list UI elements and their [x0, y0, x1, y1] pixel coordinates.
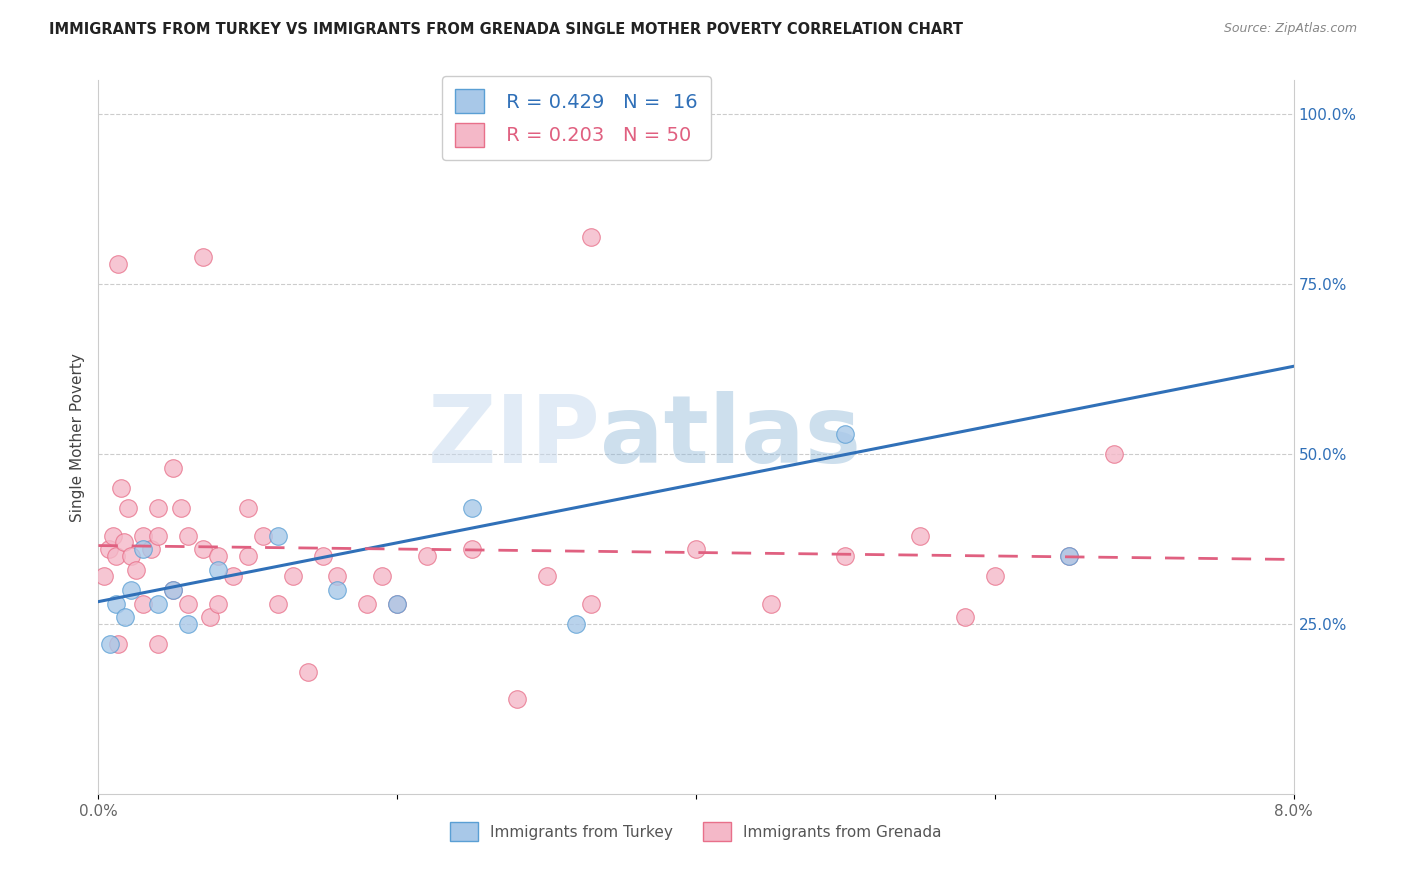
Point — [640, 128, 662, 142]
Point — [132, 528, 155, 542]
Point — [177, 617, 200, 632]
Point — [222, 569, 245, 583]
Point — [139, 542, 162, 557]
Point — [177, 528, 200, 542]
Point — [103, 528, 125, 542]
Point — [105, 597, 128, 611]
Point — [132, 542, 155, 557]
Point — [1059, 549, 1081, 563]
Point — [207, 549, 229, 563]
Point — [267, 528, 290, 542]
Point — [148, 637, 170, 651]
Point — [1059, 549, 1081, 563]
Point — [132, 597, 155, 611]
Legend: Immigrants from Turkey, Immigrants from Grenada: Immigrants from Turkey, Immigrants from … — [444, 816, 948, 847]
Point — [162, 582, 184, 597]
Point — [162, 582, 184, 597]
Point — [1104, 447, 1126, 461]
Point — [834, 426, 856, 441]
Point — [177, 597, 200, 611]
Point — [93, 569, 115, 583]
Point — [371, 569, 394, 583]
Point — [581, 229, 603, 244]
Point — [125, 563, 148, 577]
Point — [97, 542, 120, 557]
Point — [461, 501, 484, 516]
Point — [297, 665, 319, 679]
Point — [110, 481, 132, 495]
Point — [117, 501, 139, 516]
Point — [107, 257, 129, 271]
Point — [385, 597, 409, 611]
Point — [908, 528, 931, 542]
Point — [416, 549, 439, 563]
Point — [236, 549, 259, 563]
Point — [236, 501, 259, 516]
Point — [326, 582, 349, 597]
Point — [120, 582, 142, 597]
Point — [953, 610, 976, 624]
Point — [252, 528, 274, 542]
Point — [200, 610, 222, 624]
Point — [114, 610, 136, 624]
Text: atlas: atlas — [600, 391, 862, 483]
Point — [148, 597, 170, 611]
Point — [461, 542, 484, 557]
Point — [267, 597, 290, 611]
Point — [207, 563, 229, 577]
Point — [326, 569, 349, 583]
Point — [120, 549, 142, 563]
Point — [385, 597, 409, 611]
Text: ZIP: ZIP — [427, 391, 600, 483]
Point — [207, 597, 229, 611]
Point — [356, 597, 378, 611]
Point — [107, 637, 129, 651]
Point — [148, 528, 170, 542]
Point — [148, 501, 170, 516]
Y-axis label: Single Mother Poverty: Single Mother Poverty — [69, 352, 84, 522]
Point — [685, 542, 707, 557]
Point — [506, 691, 529, 706]
Point — [834, 549, 856, 563]
Point — [112, 535, 135, 549]
Point — [191, 250, 214, 264]
Text: IMMIGRANTS FROM TURKEY VS IMMIGRANTS FROM GRENADA SINGLE MOTHER POVERTY CORRELAT: IMMIGRANTS FROM TURKEY VS IMMIGRANTS FRO… — [49, 22, 963, 37]
Point — [565, 617, 588, 632]
Point — [311, 549, 333, 563]
Point — [536, 569, 558, 583]
Point — [759, 597, 782, 611]
Point — [169, 501, 191, 516]
Point — [984, 569, 1007, 583]
Point — [281, 569, 304, 583]
Point — [98, 637, 122, 651]
Point — [105, 549, 128, 563]
Text: Source: ZipAtlas.com: Source: ZipAtlas.com — [1223, 22, 1357, 36]
Point — [162, 460, 184, 475]
Point — [191, 542, 214, 557]
Point — [581, 597, 603, 611]
